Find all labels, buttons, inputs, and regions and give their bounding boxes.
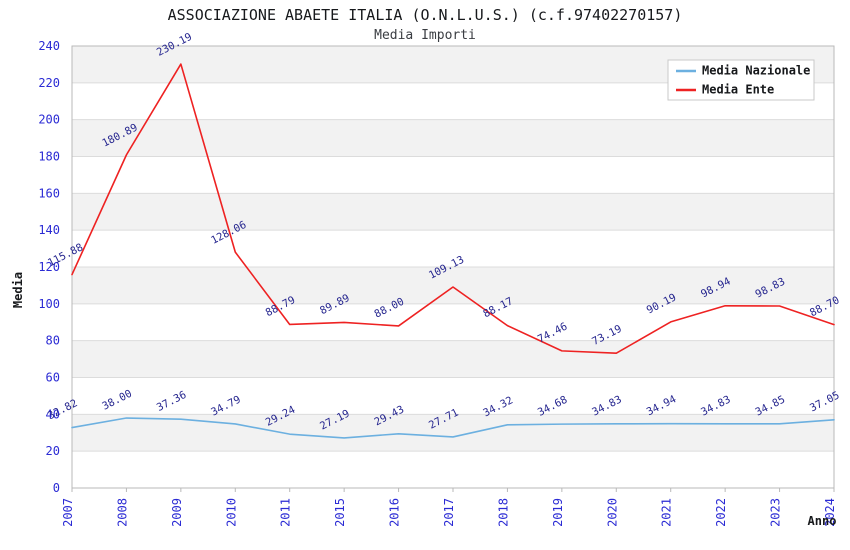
x-tick-label: 2007 [61,498,75,527]
legend: Media Nazionale Media Ente [667,59,815,101]
x-tick-label: 2017 [442,498,456,527]
y-tick-label: 80 [46,334,60,348]
x-tick-label: 2024 [823,498,837,527]
y-tick-label: 120 [38,260,60,274]
chart-title: ASSOCIAZIONE ABAETE ITALIA (O.N.L.U.S.) … [167,6,683,24]
x-tick-label: 2009 [170,498,184,527]
y-tick-label: 200 [38,113,60,127]
x-tick-label: 2015 [333,498,347,527]
grid-band [72,119,834,157]
y-tick-label: 0 [53,481,60,495]
data-point-label: 115.88 [46,241,85,269]
data-point-label: 37.36 [155,389,189,414]
data-point-label: 37.05 [808,389,842,414]
grid-bands [72,46,834,452]
y-axis-title: Media [11,272,25,308]
y-tick-label: 220 [38,76,60,90]
series-lines [71,63,835,439]
y-tick-label: 100 [38,297,60,311]
chart-subtitle: Media Importi [374,28,476,43]
x-axis-ticks: 2007 2008 2009 2010 2011 2015 2016 2017 2018 2019… [61,488,837,527]
x-tick-label: 2020 [605,498,619,527]
series-line-media-ente [71,63,835,355]
y-tick-label: 180 [38,150,60,164]
y-tick-label: 240 [38,39,60,53]
series-line-media-nazionale [71,417,835,439]
x-tick-label: 2018 [496,498,510,527]
x-tick-label: 2023 [769,498,783,527]
x-tick-label: 2022 [714,498,728,527]
x-tick-label: 2021 [660,498,674,527]
y-tick-label: 60 [46,371,60,385]
legend-label[interactable]: Media Ente [702,83,774,97]
y-tick-label: 140 [38,223,60,237]
grid-band [72,267,834,304]
x-tick-label: 2010 [224,498,238,527]
y-tick-label: 20 [46,444,60,458]
grid-band [72,340,834,378]
legend-box [667,59,815,101]
x-tick-label: 2016 [388,498,402,527]
y-tick-label: 160 [38,186,60,200]
x-tick-label: 2019 [551,498,565,527]
x-tick-label: 2011 [279,498,293,527]
data-point-label: 38.00 [100,388,134,413]
y-tick-label: 40 [46,407,60,421]
legend-label[interactable]: Media Nazionale [702,64,810,78]
y-axis-ticks: 0 20 40 60 80 100 120 140 160 180 200 220 240 [38,39,60,495]
x-tick-label: 2008 [115,498,129,527]
x-axis-title: Anno [808,514,837,528]
grid-band [72,193,834,231]
